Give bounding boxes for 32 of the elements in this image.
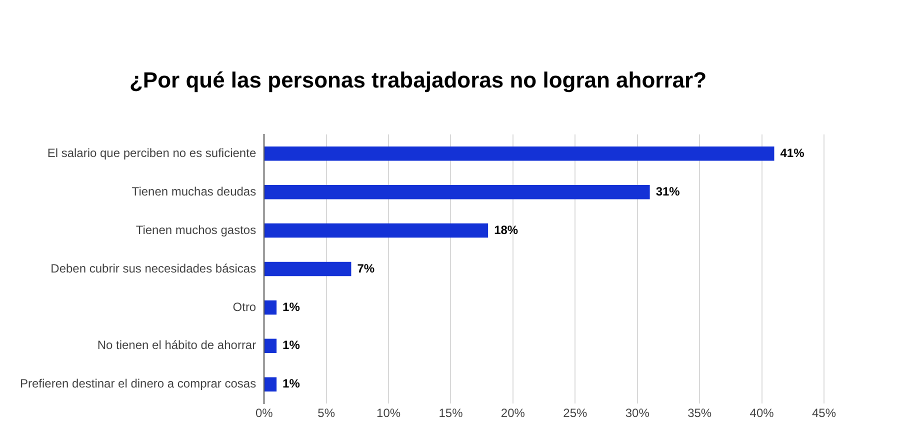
y-tick-label: Otro bbox=[232, 300, 256, 314]
x-tick-label: 20% bbox=[500, 406, 526, 420]
bar bbox=[264, 338, 277, 354]
bar bbox=[264, 146, 774, 161]
bar bbox=[264, 223, 488, 238]
data-label: 41% bbox=[780, 146, 805, 160]
x-tick-label: 15% bbox=[438, 406, 464, 420]
y-tick-label: El salario que perciben no es suficiente bbox=[47, 146, 256, 160]
data-label: 1% bbox=[282, 300, 300, 314]
y-tick-label: Tienen muchas deudas bbox=[132, 184, 256, 198]
bar bbox=[264, 184, 650, 200]
x-tick-label: 45% bbox=[812, 406, 836, 420]
chart-title: ¿Por qué las personas trabajadoras no logran ahorrar? bbox=[129, 67, 707, 92]
x-tick-label: 35% bbox=[688, 406, 712, 420]
data-label: 1% bbox=[282, 338, 300, 352]
data-label: 7% bbox=[357, 261, 375, 276]
x-tick-label: 5% bbox=[318, 406, 336, 420]
x-tick-label: 0% bbox=[255, 406, 274, 420]
bar bbox=[264, 377, 277, 392]
y-tick-label: Tienen muchos gastos bbox=[136, 222, 256, 237]
data-label: 18% bbox=[494, 222, 518, 237]
x-tick-label: 30% bbox=[625, 406, 650, 420]
y-tick-label: Prefieren destinar el dinero a comprar cosas bbox=[20, 376, 256, 391]
data-label: 31% bbox=[656, 184, 680, 198]
x-tick-label: 10% bbox=[376, 406, 401, 420]
x-tick-label: 25% bbox=[563, 406, 588, 420]
bar bbox=[264, 300, 277, 315]
x-tick-label: 40% bbox=[750, 406, 774, 420]
y-tick-label: Deben cubrir sus necesidades básicas bbox=[50, 261, 256, 276]
y-tick-label: No tienen el hábito de ahorrar bbox=[97, 338, 256, 352]
bar bbox=[264, 262, 352, 276]
data-label: 1% bbox=[282, 376, 300, 391]
